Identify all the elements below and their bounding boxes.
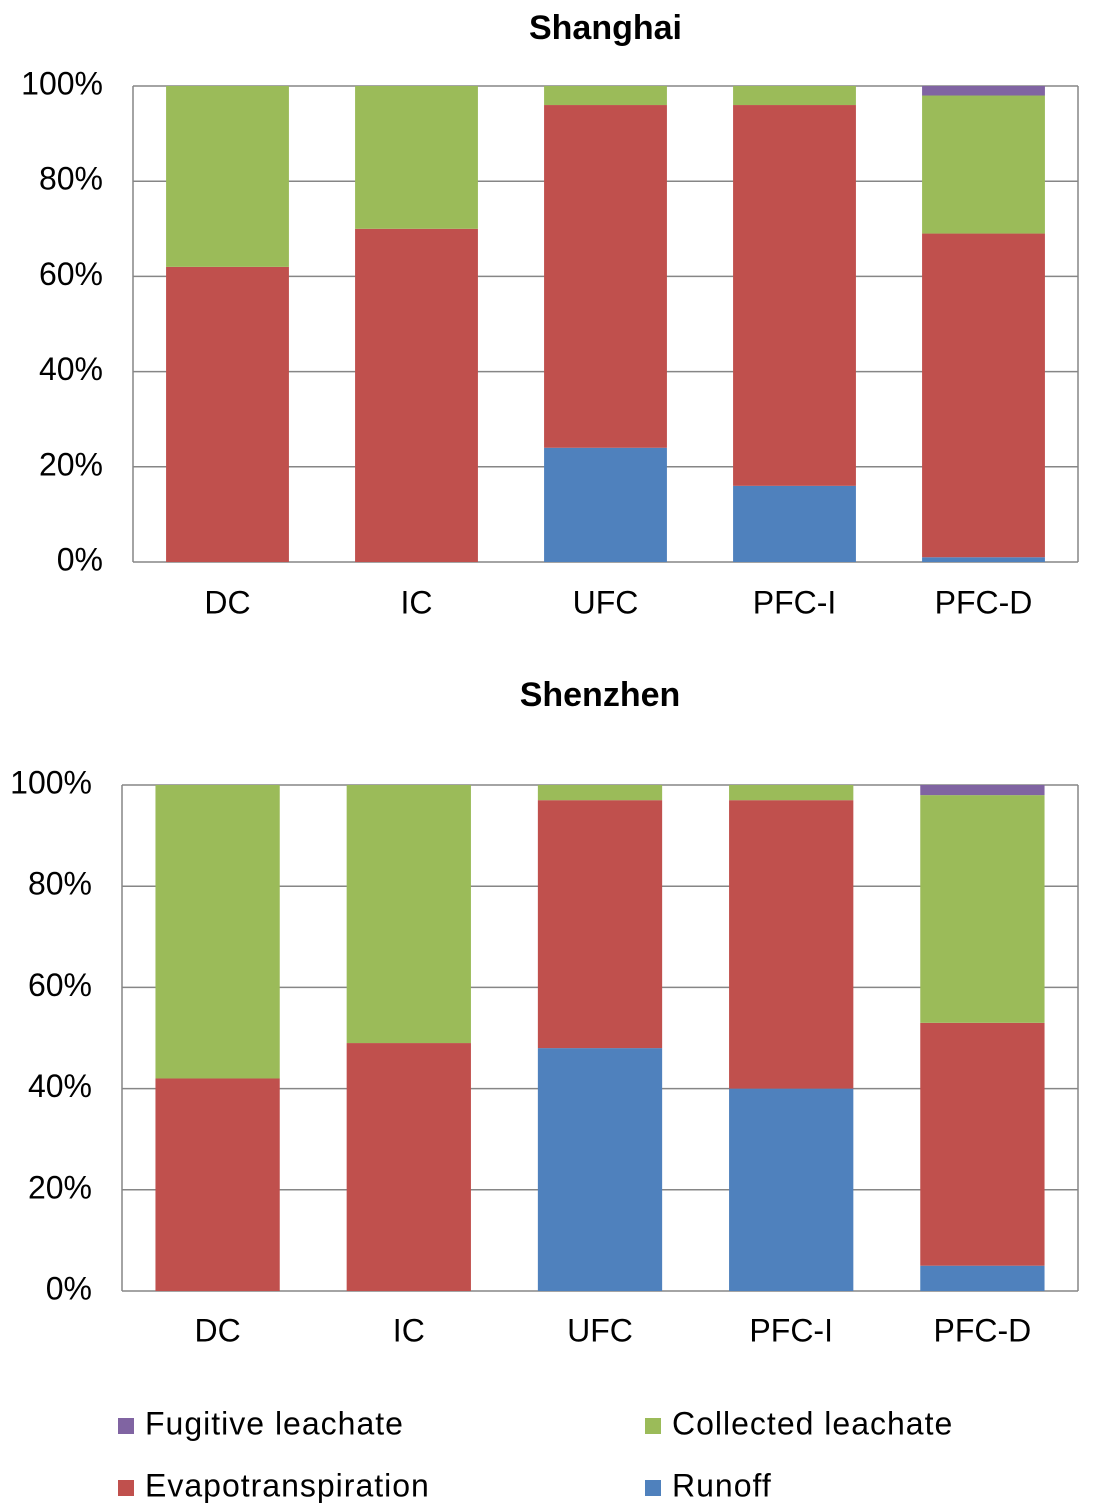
bar-segment	[920, 795, 1045, 1023]
legend-label: Collected leachate	[672, 1405, 953, 1441]
y-tick-label: 40%	[39, 351, 103, 387]
x-tick-label: PFC-I	[753, 584, 837, 620]
legend-label: Evapotranspiration	[145, 1467, 430, 1503]
y-tick-label: 20%	[39, 446, 103, 482]
legend-swatch	[645, 1418, 661, 1434]
legend-label: Fugitive leachate	[145, 1405, 404, 1441]
bar-segment	[544, 447, 667, 562]
bar-segment	[729, 800, 854, 1089]
x-tick-label: IC	[393, 1312, 425, 1348]
bar-segment	[729, 1088, 854, 1291]
x-tick-label: UFC	[567, 1312, 633, 1348]
bar-segment	[922, 233, 1045, 558]
bar-segment	[166, 266, 289, 562]
bar-segment	[346, 785, 471, 1044]
chart-title: Shenzhen	[520, 676, 681, 714]
y-tick-label: 40%	[28, 1068, 92, 1104]
y-tick-label: 0%	[57, 541, 103, 577]
chart-title: Shanghai	[529, 9, 682, 47]
bar-segment	[537, 785, 663, 801]
legend-swatch	[118, 1480, 134, 1496]
x-tick-label: PFC-D	[934, 1312, 1032, 1348]
y-tick-label: 80%	[39, 161, 103, 197]
bar-segment	[922, 86, 1045, 96]
y-tick-label: 20%	[28, 1169, 92, 1205]
bar-segment	[355, 228, 478, 563]
y-tick-label: 0%	[46, 1270, 92, 1306]
y-tick-label: 60%	[39, 256, 103, 292]
y-tick-label: 60%	[28, 967, 92, 1003]
bar-segment	[922, 95, 1045, 234]
bar-segment	[920, 785, 1045, 796]
bar-segment	[166, 86, 289, 267]
bar-segment	[733, 105, 856, 486]
x-tick-label: UFC	[573, 584, 639, 620]
x-tick-label: IC	[401, 584, 433, 620]
legend-swatch	[645, 1480, 661, 1496]
legend-swatch	[118, 1418, 134, 1434]
x-tick-label: DC	[204, 584, 250, 620]
bar-segment	[537, 800, 663, 1049]
x-tick-label: PFC-I	[749, 1312, 833, 1348]
bar-segment	[355, 86, 478, 229]
bar-segment	[733, 485, 856, 562]
x-tick-label: PFC-D	[935, 584, 1033, 620]
bar-segment	[920, 1265, 1045, 1291]
legend-label: Runoff	[672, 1467, 772, 1503]
y-tick-label: 100%	[21, 65, 103, 101]
bar-segment	[544, 105, 667, 448]
bar-segment	[920, 1022, 1045, 1266]
y-tick-label: 100%	[10, 764, 92, 800]
bar-segment	[537, 1048, 663, 1291]
bar-segment	[346, 1043, 471, 1291]
bar-segment	[155, 785, 280, 1079]
x-tick-label: DC	[194, 1312, 240, 1348]
bar-segment	[733, 86, 856, 106]
bar-segment	[544, 86, 667, 106]
y-tick-label: 80%	[28, 866, 92, 902]
bar-segment	[922, 557, 1045, 562]
bar-segment	[729, 785, 854, 801]
bar-segment	[155, 1078, 280, 1291]
